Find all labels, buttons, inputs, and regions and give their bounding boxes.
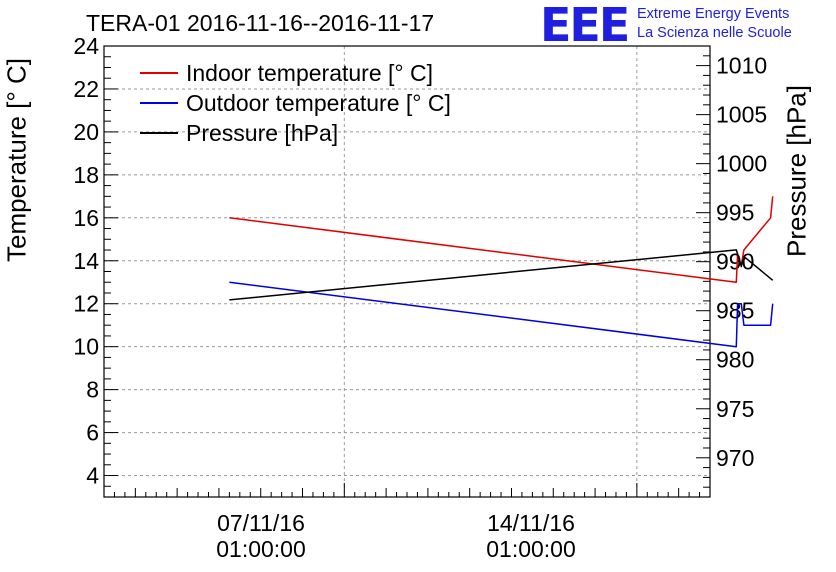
y-tick-label-left: 20 <box>73 119 99 145</box>
y-tick-label-left: 18 <box>73 162 99 188</box>
y-tick-label-right: 1005 <box>716 102 767 128</box>
legend: Indoor temperature [° C] Outdoor tempera… <box>140 58 451 148</box>
y-tick-label-right: 995 <box>716 200 754 226</box>
y-tick-label-right: 980 <box>716 347 754 373</box>
y-tick-label-right: 970 <box>716 445 754 471</box>
logo-text: Extreme Energy Events La Scienza nelle S… <box>637 5 792 43</box>
y-tick-label-right: 1000 <box>716 151 767 177</box>
x-tick-date: 14/11/16 <box>487 510 575 536</box>
chart-title: TERA-01 2016-11-16--2016-11-17 <box>86 10 435 36</box>
logo-text-line2: La Scienza nelle Scuole <box>637 25 792 41</box>
legend-swatch-pressure <box>140 132 178 134</box>
y-tick-label-left: 22 <box>73 76 99 102</box>
y-tick-label-right: 1010 <box>716 53 767 79</box>
y-tick-label-left: 12 <box>73 291 99 317</box>
y-axis-label-left: Temperature [° C] <box>1 57 32 263</box>
y-tick-label-left: 4 <box>86 463 99 489</box>
y-tick-label-left: 10 <box>73 334 99 360</box>
y-axis-label-right: Pressure [hPa] <box>781 85 812 257</box>
legend-label-pressure: Pressure [hPa] <box>186 119 339 146</box>
legend-item-indoor: Indoor temperature [° C] <box>140 58 451 88</box>
legend-item-pressure: Pressure [hPa] <box>140 118 451 148</box>
logo-text-line1: Extreme Energy Events <box>637 6 790 22</box>
y-tick-label-left: 6 <box>86 420 99 446</box>
legend-item-outdoor: Outdoor temperature [° C] <box>140 88 451 118</box>
y-tick-label-left: 14 <box>73 248 99 274</box>
x-tick-time: 01:00:00 <box>216 536 306 562</box>
series-line-outdoor <box>229 281 774 348</box>
series-line-indoor <box>229 196 774 283</box>
legend-label-indoor: Indoor temperature [° C] <box>186 59 433 86</box>
eee-logo: EEE <box>540 0 630 52</box>
y-tick-label-right: 990 <box>716 249 754 275</box>
y-tick-label-left: 16 <box>73 205 99 231</box>
legend-label-outdoor: Outdoor temperature [° C] <box>186 89 451 116</box>
legend-swatch-outdoor <box>140 102 178 104</box>
y-tick-label-right: 985 <box>716 298 754 324</box>
x-tick-label: 14/11/16 01:00:00 <box>451 510 611 562</box>
y-tick-label-right: 975 <box>716 396 754 422</box>
x-tick-date: 07/11/16 <box>217 510 305 536</box>
y-tick-label-left: 24 <box>73 33 99 59</box>
legend-swatch-indoor <box>140 72 178 74</box>
x-tick-time: 01:00:00 <box>486 536 576 562</box>
series-line-pressure <box>229 249 774 301</box>
x-tick-label: 07/11/16 01:00:00 <box>181 510 341 562</box>
y-tick-label-left: 8 <box>86 377 99 403</box>
